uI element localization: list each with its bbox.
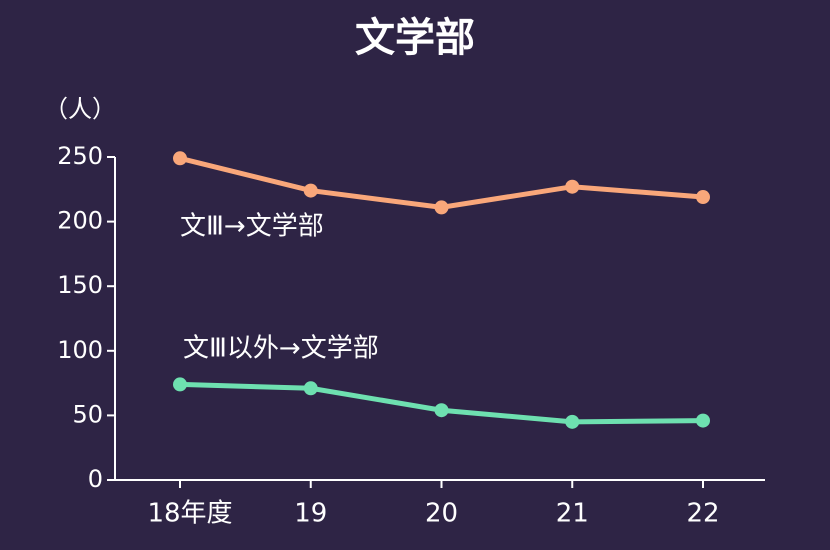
x-tick-label: 21 — [556, 499, 589, 529]
data-point — [434, 200, 449, 215]
data-point — [696, 413, 710, 428]
data-point — [434, 403, 449, 418]
x-tick-label: 22 — [686, 499, 719, 529]
y-tick-label: 100 — [57, 336, 103, 364]
y-axis-label: （人） — [44, 95, 116, 123]
data-point — [173, 151, 187, 166]
data-point — [565, 179, 580, 194]
data-point — [565, 414, 580, 429]
data-point — [696, 190, 710, 205]
x-tick-label: 18年度 — [147, 499, 232, 529]
chart-title: 文学部 — [355, 15, 475, 61]
x-tick-label: 20 — [425, 499, 458, 529]
data-point — [303, 381, 318, 396]
y-tick-label: 250 — [57, 142, 103, 170]
y-tick-label: 50 — [72, 400, 103, 428]
data-point — [303, 183, 318, 198]
y-tick-label: 150 — [57, 271, 103, 299]
data-point — [173, 377, 187, 392]
series-label: 文Ⅲ→文学部 — [180, 212, 324, 242]
x-tick-label: 19 — [294, 499, 327, 529]
y-tick-label: 200 — [57, 207, 103, 235]
y-tick-label: 0 — [88, 465, 103, 493]
series-label: 文Ⅲ以外→文学部 — [183, 334, 379, 364]
